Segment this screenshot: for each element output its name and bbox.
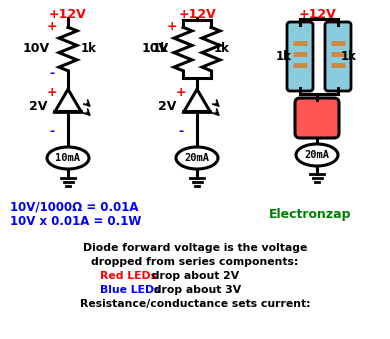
FancyBboxPatch shape bbox=[287, 22, 313, 91]
Text: 10V: 10V bbox=[142, 42, 168, 56]
Text: Resistance/conductance sets current:: Resistance/conductance sets current: bbox=[80, 299, 310, 309]
Text: drop about 2V: drop about 2V bbox=[148, 271, 239, 281]
Text: +12V: +12V bbox=[298, 8, 336, 21]
FancyBboxPatch shape bbox=[295, 98, 339, 138]
Text: +: + bbox=[47, 20, 57, 33]
Text: 10V x 0.01A = 0.1W: 10V x 0.01A = 0.1W bbox=[10, 215, 141, 228]
Text: 10V: 10V bbox=[23, 42, 50, 56]
Text: 2V: 2V bbox=[29, 100, 47, 113]
Text: +: + bbox=[176, 86, 186, 100]
Text: drop about 3V: drop about 3V bbox=[150, 285, 241, 295]
Text: 1k: 1k bbox=[341, 50, 357, 63]
Text: Blue LEDs: Blue LEDs bbox=[100, 285, 161, 295]
Text: 20mA: 20mA bbox=[305, 150, 330, 160]
Text: +12V: +12V bbox=[178, 8, 216, 21]
Text: -: - bbox=[50, 125, 55, 139]
Text: -: - bbox=[50, 66, 55, 80]
Text: -: - bbox=[179, 125, 184, 139]
Text: +: + bbox=[167, 20, 177, 33]
Text: Red LEDs: Red LEDs bbox=[100, 271, 157, 281]
Text: 20mA: 20mA bbox=[184, 153, 209, 163]
Text: dropped from series components:: dropped from series components: bbox=[91, 257, 299, 267]
Text: Electronzap: Electronzap bbox=[269, 208, 351, 221]
Text: 1k: 1k bbox=[81, 42, 97, 56]
Text: Diode forward voltage is the voltage: Diode forward voltage is the voltage bbox=[83, 243, 307, 253]
Text: 1k: 1k bbox=[153, 42, 169, 56]
Text: 1k: 1k bbox=[276, 50, 292, 63]
Text: +: + bbox=[47, 86, 57, 100]
Text: 10mA: 10mA bbox=[55, 153, 80, 163]
Text: +12V: +12V bbox=[49, 8, 87, 21]
Text: 10V/1000Ω = 0.01A: 10V/1000Ω = 0.01A bbox=[10, 200, 138, 213]
FancyBboxPatch shape bbox=[325, 22, 351, 91]
Text: 1k: 1k bbox=[214, 42, 230, 56]
Text: 2V: 2V bbox=[158, 100, 176, 113]
